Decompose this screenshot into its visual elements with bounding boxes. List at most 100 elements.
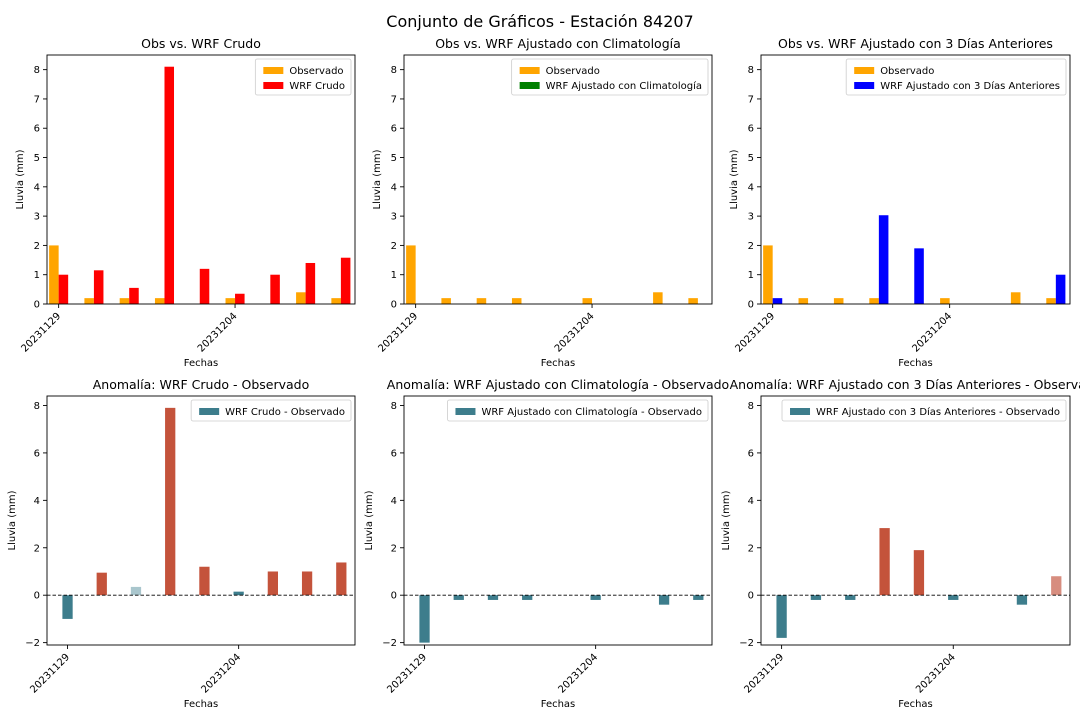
x-axis-label: Fechas bbox=[898, 699, 933, 710]
bar bbox=[270, 274, 280, 304]
chart-panel-2: Obs vs. WRF Ajustado con Climatología 0 1 2… bbox=[372, 36, 713, 369]
legend: Observado WRF Ajustado con 3 Días Anterio… bbox=[845, 58, 1067, 96]
bar bbox=[225, 298, 236, 304]
y-tick-label: 8 bbox=[391, 65, 397, 76]
x-tick-label: 20231204 bbox=[556, 652, 600, 696]
anomaly-bar bbox=[1051, 576, 1062, 596]
y-tick-label: 6 bbox=[391, 124, 397, 135]
x-tick-label: 20231204 bbox=[199, 652, 243, 696]
bar bbox=[58, 274, 69, 304]
bar bbox=[1046, 298, 1056, 304]
legend-entry: WRF Crudo bbox=[263, 81, 345, 92]
bar bbox=[914, 248, 924, 304]
x-tick-label: 20231204 bbox=[553, 311, 597, 355]
y-axis-label: Lluvia (mm) bbox=[729, 149, 740, 209]
bar bbox=[119, 298, 130, 304]
y-tick-label: 0 bbox=[748, 591, 754, 602]
legend-swatch bbox=[790, 408, 811, 415]
x-axis-label: Fechas bbox=[541, 699, 576, 710]
y-tick-label: 4 bbox=[391, 496, 397, 507]
bar bbox=[511, 298, 522, 304]
legend-label: WRF Ajustado con Climatología bbox=[546, 80, 702, 92]
anomaly-bar bbox=[1016, 595, 1028, 605]
axes-frame bbox=[760, 395, 1071, 646]
bar bbox=[235, 293, 245, 304]
y-tick-label: 3 bbox=[34, 212, 40, 223]
bar bbox=[763, 245, 773, 304]
y-tick-label: 6 bbox=[34, 448, 40, 459]
y-tick-label: 3 bbox=[748, 212, 754, 223]
anomaly-bar bbox=[96, 572, 107, 596]
anomaly-bar bbox=[453, 595, 464, 600]
anomaly-bar bbox=[419, 595, 430, 643]
legend-entry: WRF Ajustado con 3 Días Anteriores - Obs… bbox=[790, 406, 1060, 418]
bar bbox=[296, 292, 306, 304]
anomaly-bar bbox=[336, 562, 347, 596]
axes-frame bbox=[403, 54, 713, 305]
chart-panel-6: Anomalía: WRF Ajustado con 3 Días Anteri… bbox=[721, 377, 1080, 710]
y-axis-label: Lluvia (mm) bbox=[364, 490, 375, 550]
anomaly-bar bbox=[693, 595, 704, 600]
panel-title: Obs vs. WRF Ajustado con 3 Días Anterior… bbox=[778, 36, 1053, 51]
y-tick-label: 2 bbox=[34, 543, 40, 554]
anomaly-bar bbox=[658, 595, 670, 605]
legend-box bbox=[511, 58, 709, 96]
legend-box bbox=[845, 58, 1067, 96]
x-axis-label: Fechas bbox=[184, 699, 219, 710]
chart-panel-1: Obs vs. WRF Crudo 0 1 2 3 4 5 6 7 8 20231129 202312… bbox=[15, 36, 356, 369]
legend-swatch bbox=[199, 408, 220, 415]
y-tick-label: 6 bbox=[391, 448, 397, 459]
y-tick-label: 5 bbox=[748, 153, 754, 164]
y-tick-label: 4 bbox=[748, 496, 754, 507]
axes-frame bbox=[46, 395, 356, 646]
x-tick-label: 20231204 bbox=[914, 652, 958, 696]
y-axis-label: Lluvia (mm) bbox=[372, 149, 383, 209]
y-tick-label: −2 bbox=[739, 638, 754, 649]
panel-title: Anomalía: WRF Ajustado con 3 Días Anteri… bbox=[730, 377, 1080, 392]
y-axis-label: Lluvia (mm) bbox=[15, 149, 26, 209]
legend-label: WRF Ajustado con 3 Días Anteriores - Obs… bbox=[816, 406, 1060, 418]
legend-entry: WRF Ajustado con Climatología bbox=[519, 80, 702, 92]
bar bbox=[406, 245, 416, 304]
legend-swatch bbox=[854, 67, 875, 74]
x-axis-label: Fechas bbox=[184, 358, 219, 369]
y-tick-label: 8 bbox=[748, 401, 754, 412]
anomaly-bar bbox=[301, 571, 313, 596]
y-axis-label: Lluvia (mm) bbox=[721, 490, 732, 550]
y-tick-label: −2 bbox=[382, 638, 397, 649]
y-tick-label: 8 bbox=[391, 401, 397, 412]
anomaly-bar bbox=[590, 595, 601, 600]
y-tick-label: 4 bbox=[391, 182, 397, 193]
bar bbox=[84, 298, 94, 304]
legend-entry: WRF Ajustado con 3 Días Anteriores bbox=[854, 80, 1060, 92]
figure-title: Conjunto de Gráficos - Estación 84207 bbox=[386, 12, 693, 31]
y-tick-label: −2 bbox=[25, 638, 40, 649]
anomaly-bar bbox=[913, 550, 925, 596]
legend-entry: WRF Crudo - Observado bbox=[199, 407, 345, 418]
bar bbox=[199, 268, 210, 304]
legend: Observado WRF Crudo bbox=[254, 58, 352, 96]
legend-swatch bbox=[263, 67, 284, 74]
y-tick-label: 0 bbox=[34, 300, 40, 311]
bar bbox=[340, 257, 351, 304]
bar bbox=[688, 298, 698, 304]
legend-label: WRF Crudo bbox=[289, 81, 345, 92]
bar bbox=[772, 298, 783, 304]
y-tick-label: 8 bbox=[34, 401, 40, 412]
anomaly-bar bbox=[233, 591, 244, 596]
bar bbox=[154, 298, 165, 304]
bar bbox=[653, 292, 663, 304]
axes-frame bbox=[760, 54, 1071, 305]
legend-label: WRF Crudo - Observado bbox=[225, 407, 345, 418]
y-axis-label: Lluvia (mm) bbox=[7, 490, 18, 550]
y-tick-label: 4 bbox=[34, 496, 40, 507]
y-tick-label: 3 bbox=[391, 212, 397, 223]
x-tick-label: 20231129 bbox=[28, 652, 72, 696]
x-tick-label: 20231129 bbox=[742, 652, 786, 696]
bar bbox=[869, 298, 879, 304]
y-tick-label: 4 bbox=[748, 182, 754, 193]
chart-panel-3: Obs vs. WRF Ajustado con 3 Días Anterior… bbox=[729, 36, 1071, 369]
anomaly-bar bbox=[130, 586, 142, 596]
bar bbox=[798, 298, 809, 304]
legend-box bbox=[781, 399, 1067, 422]
